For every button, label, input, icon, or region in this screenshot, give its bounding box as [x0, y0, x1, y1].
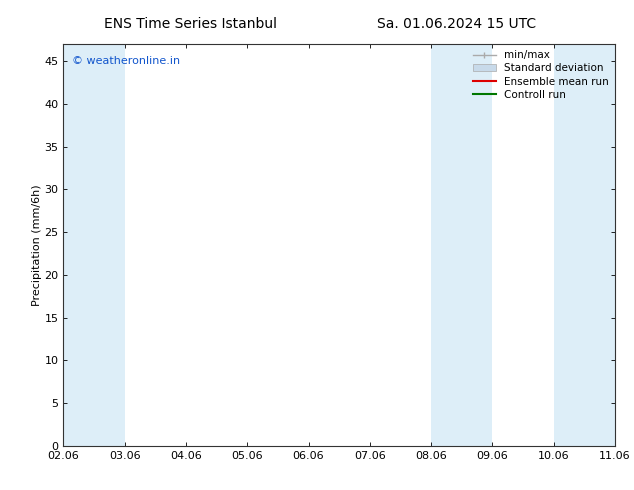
Y-axis label: Precipitation (mm/6h): Precipitation (mm/6h) [32, 184, 42, 306]
Text: Sa. 01.06.2024 15 UTC: Sa. 01.06.2024 15 UTC [377, 17, 536, 31]
Bar [553, 44, 615, 446]
Bar [63, 44, 125, 446]
Bar [431, 44, 493, 446]
Text: ENS Time Series Istanbul: ENS Time Series Istanbul [104, 17, 276, 31]
Legend: min/max, Standard deviation, Ensemble mean run, Controll run: min/max, Standard deviation, Ensemble me… [469, 46, 613, 104]
Text: © weatheronline.in: © weatheronline.in [72, 56, 180, 66]
